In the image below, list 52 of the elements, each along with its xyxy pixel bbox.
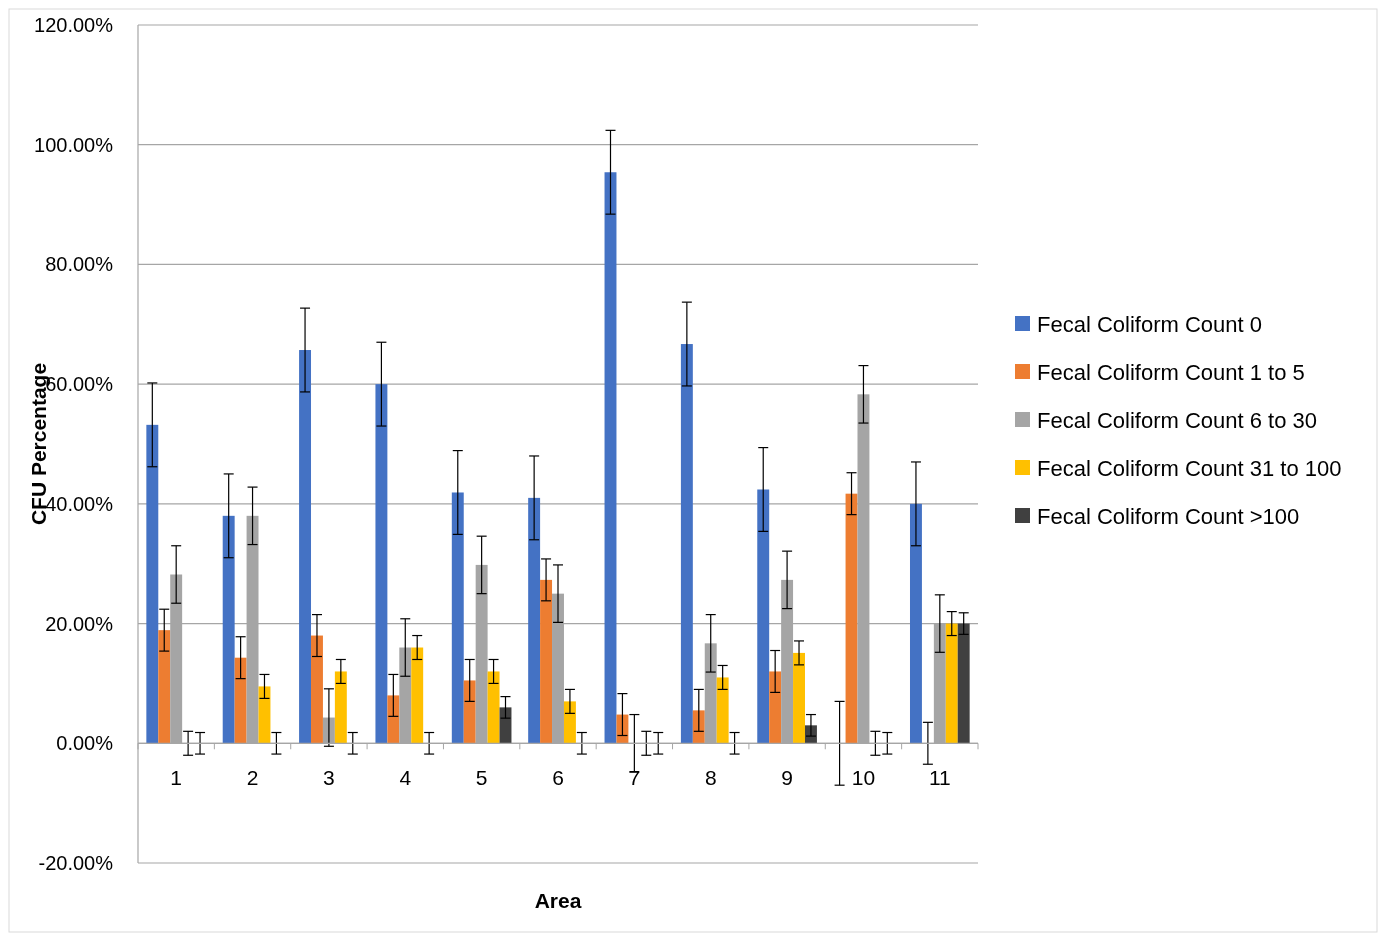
legend-label: Fecal Coliform Count 1 to 5	[1037, 359, 1305, 385]
bar	[604, 172, 617, 744]
bar	[692, 710, 705, 744]
legend-label: Fecal Coliform Count 6 to 30	[1037, 407, 1318, 433]
bar	[909, 503, 922, 744]
x-tick-label: 9	[781, 766, 793, 790]
bar	[528, 497, 541, 744]
legend-label: Fecal Coliform Count 31 to 100	[1037, 455, 1342, 481]
bar	[234, 657, 247, 744]
x-tick-label: 10	[851, 766, 876, 790]
bar	[411, 647, 424, 744]
bar	[334, 671, 347, 744]
bar	[451, 492, 464, 744]
bar	[158, 630, 171, 744]
bar	[793, 652, 805, 744]
bar	[463, 680, 476, 744]
bar	[258, 686, 271, 744]
y-tick-label: 20.00%	[45, 612, 114, 635]
x-tick-label: 5	[475, 766, 488, 790]
bar	[716, 677, 729, 744]
bar	[540, 579, 553, 744]
x-tick-label: 4	[399, 766, 412, 790]
bar	[945, 623, 958, 744]
legend-label: Fecal Coliform Count 0	[1037, 311, 1262, 337]
y-tick-label: 120.00%	[34, 14, 114, 36]
bar	[146, 424, 159, 744]
y-tick-label: -20.00%	[38, 852, 114, 874]
bar	[299, 350, 312, 744]
x-tick-label: 2	[246, 766, 259, 790]
bar	[563, 701, 576, 744]
x-tick-label: 1	[170, 766, 183, 790]
x-tick-label: 11	[928, 766, 951, 790]
x-tick-label: 3	[323, 766, 335, 790]
bar	[845, 493, 858, 744]
bar	[375, 384, 388, 744]
bar	[387, 695, 400, 744]
bar	[680, 344, 693, 744]
bar	[487, 671, 500, 744]
bar	[757, 489, 770, 744]
y-tick-label: 100.00%	[34, 133, 114, 156]
bar	[957, 623, 970, 744]
x-axis-title: Area	[534, 889, 582, 912]
x-tick-label: 7	[628, 766, 641, 790]
bar	[616, 714, 629, 744]
x-tick-label: 6	[552, 766, 564, 790]
y-tick-label: 80.00%	[45, 253, 114, 276]
x-tick-label: 8	[704, 766, 717, 790]
legend-label: Fecal Coliform Count >100	[1037, 503, 1300, 529]
bar	[311, 635, 323, 744]
bar	[222, 515, 235, 744]
bar	[769, 671, 782, 744]
y-tick-label: 0.00%	[56, 732, 114, 755]
